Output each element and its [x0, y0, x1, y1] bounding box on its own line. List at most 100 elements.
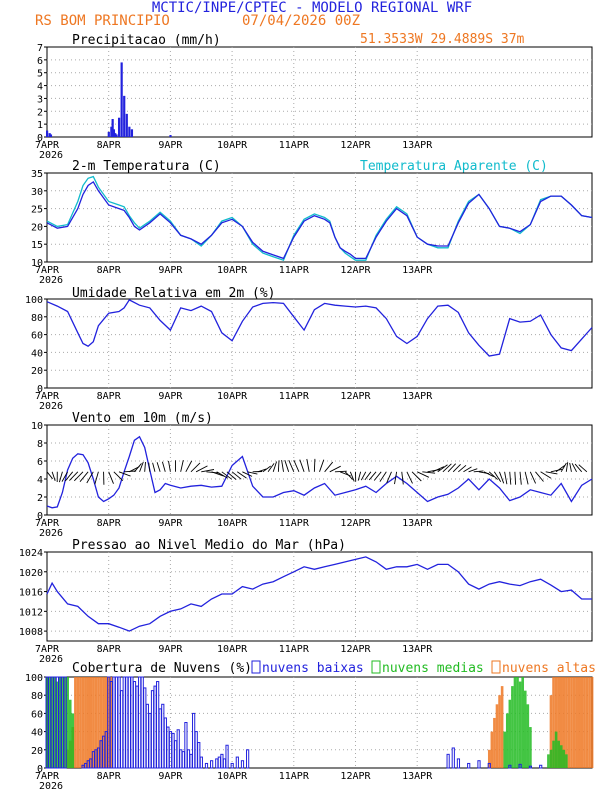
wind-arrow — [483, 471, 495, 478]
humidity-frame — [46, 298, 593, 389]
cloud-low-bar — [143, 687, 147, 769]
cloud-low-bar — [225, 744, 229, 769]
precip-bar — [125, 113, 128, 137]
clouds-xtick-label: 7APR — [35, 771, 60, 782]
cloud-high-bar — [585, 677, 589, 768]
wind-arrow — [152, 462, 156, 472]
cloud-high-bar — [490, 731, 494, 768]
wind-arrow — [416, 471, 430, 478]
wind-arrow — [211, 471, 224, 477]
wind-arrow — [357, 471, 362, 481]
legend-high-label: nuvens altas — [502, 661, 596, 676]
pressure-xtick-label: 12APR — [340, 644, 371, 655]
wind-arrow — [293, 459, 300, 472]
temp-line — [46, 180, 593, 260]
humidity-ytick-label: 80 — [31, 313, 43, 324]
cloud-low-bar — [125, 676, 129, 769]
cloud-mid-bar — [526, 704, 530, 768]
wind-arrow — [113, 471, 124, 482]
wind-arrow — [578, 464, 588, 473]
cloud-low-bar — [166, 726, 170, 769]
legend-mid-label: nuvens medias — [382, 661, 484, 676]
wind-arrow — [379, 471, 387, 482]
cloud-low-bar — [235, 756, 239, 769]
humidity-xtick-label: 11APR — [279, 391, 310, 402]
precip-bar — [111, 119, 114, 137]
wind-xtick-label: 10APR — [217, 518, 248, 529]
cloud-low-bar — [138, 676, 142, 769]
cloud-high-bar — [493, 717, 496, 768]
pressure-xtick-label: 9APR — [158, 644, 183, 655]
clouds-ytick-label: 40 — [31, 728, 43, 739]
cloud-mid-bar — [63, 677, 67, 768]
cloud-high-bar — [104, 677, 108, 768]
main-title: MCTIC/INPE/CPTEC - MODELO REGIONAL WRF — [152, 0, 472, 16]
cloud-low-bar — [132, 681, 137, 769]
cloud-low-bar — [63, 676, 67, 769]
wind-arrow — [386, 471, 392, 484]
wind-arrow — [565, 462, 569, 472]
wind-arrow — [540, 471, 552, 479]
cloud-high-bar — [74, 677, 77, 768]
wind-ytick-label: 10 — [31, 421, 43, 432]
cloud-high-bar — [588, 677, 591, 768]
wind-arrow — [519, 471, 522, 485]
wind-arrow — [499, 471, 505, 484]
cloud-low-bar — [163, 717, 167, 769]
pressure-xtick-label: 8APR — [97, 644, 122, 655]
pressure-xtick-label: 13APR — [402, 644, 433, 655]
cloud-high-bar — [549, 695, 553, 768]
humidity-xtick-label: 8APR — [97, 391, 122, 402]
cloud-low-bar — [230, 762, 234, 769]
cloud-high-bar — [577, 677, 581, 768]
wind-arrow — [560, 462, 567, 473]
wind-arrow — [368, 471, 377, 481]
cloud-mid-bar — [503, 731, 506, 768]
precip-ytick-label: 3 — [37, 94, 43, 105]
wind-arrow — [514, 471, 517, 485]
wind-arrow — [344, 471, 354, 480]
cloud-high-bar — [565, 677, 568, 768]
cloud-mid-bar — [516, 677, 519, 768]
wind-arrow — [284, 460, 290, 472]
precip-bar — [107, 131, 110, 137]
temp-ytick-label: 35 — [31, 169, 43, 180]
wind-arrow — [306, 458, 310, 472]
wind-arrow — [73, 471, 84, 482]
cloud-high-bar — [575, 677, 578, 768]
precip-xtick-label: 12APR — [340, 140, 371, 151]
wind-arrow — [447, 463, 457, 473]
cloud-low-bar — [130, 676, 134, 769]
cloud-low-bar — [246, 749, 250, 769]
wind-arrow — [319, 459, 325, 472]
cloud-high-bar — [99, 677, 103, 768]
humidity-xtick-label: 13APR — [402, 391, 433, 402]
wind-year-label: 2026 — [39, 528, 63, 539]
temp-xtick-label: 7APR — [35, 265, 60, 276]
pressure-ytick-label: 1024 — [19, 548, 43, 559]
wind-arrow — [524, 471, 529, 485]
wind-arrow — [94, 471, 99, 485]
wind-arrow — [364, 471, 372, 481]
wind-arrow — [86, 471, 94, 484]
cloud-low-bar — [176, 729, 180, 769]
temp-year-label: 2026 — [39, 275, 63, 286]
cloud-mid-bar — [71, 713, 75, 768]
precip-ytick-label: 6 — [37, 56, 43, 67]
humidity-ytick-label: 20 — [31, 366, 43, 377]
cloud-low-bar — [161, 703, 165, 769]
wind-arrow — [442, 463, 452, 473]
cloud-mid-bar — [529, 727, 532, 768]
humidity-line — [46, 299, 593, 357]
humidity-xtick-label: 7APR — [35, 391, 60, 402]
legend-low-label: nuvens baixas — [262, 661, 364, 676]
pressure-year-label: 2026 — [39, 654, 63, 665]
wind-arrow — [458, 464, 467, 473]
cloud-high-bar — [583, 677, 586, 768]
cloud-mid-bar — [48, 677, 51, 768]
pressure-frame — [46, 551, 593, 642]
cloud-high-bar — [97, 677, 100, 768]
wind-frame — [46, 424, 593, 516]
cloud-high-bar — [107, 677, 111, 768]
wind-arrow — [156, 462, 161, 472]
